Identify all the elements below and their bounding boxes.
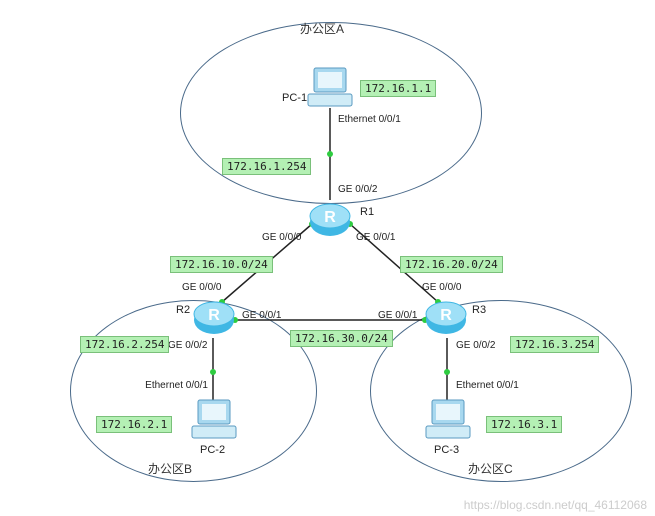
r2-label: R2 <box>176 304 190 316</box>
net-r2r3: 172.16.30.0/24 <box>290 330 393 347</box>
pc1-label: PC-1 <box>282 92 307 104</box>
pc2-eth: Ethernet 0/0/1 <box>132 380 208 391</box>
r3-icon: R <box>424 296 468 340</box>
svg-text:R: R <box>208 307 220 324</box>
r2-port-top: GE 0/0/0 <box>182 282 221 293</box>
net-r1r2: 172.16.10.0/24 <box>170 256 273 273</box>
r3-gw: 172.16.3.254 <box>510 336 599 353</box>
topology-canvas: 办公区A 办公区B 办公区C PC-1 172.16.1.1 Ethernet … <box>0 0 655 516</box>
svg-text:R: R <box>440 307 452 324</box>
r1-label: R1 <box>360 206 374 218</box>
r3-label: R3 <box>472 304 486 316</box>
pc1-eth: Ethernet 0/0/1 <box>338 114 401 125</box>
pc3-ip: 172.16.3.1 <box>486 416 562 433</box>
watermark: https://blog.csdn.net/qq_46112068 <box>464 498 647 512</box>
r1-port-top: GE 0/0/2 <box>338 184 377 195</box>
region-c-ellipse <box>370 300 632 482</box>
r1-port-right: GE 0/0/1 <box>356 232 395 243</box>
pc2-ip: 172.16.2.1 <box>96 416 172 433</box>
region-c-label: 办公区C <box>468 460 513 477</box>
pc1-icon <box>306 66 354 110</box>
region-a-label: 办公区A <box>300 20 344 37</box>
svg-text:R: R <box>324 209 336 226</box>
pc2-icon <box>190 398 238 442</box>
r1-icon: R <box>308 198 352 242</box>
r2-port-right: GE 0/0/1 <box>242 310 281 321</box>
r2-port-bottom: GE 0/0/2 <box>168 340 207 351</box>
pc3-label: PC-3 <box>434 444 459 456</box>
region-a-ellipse <box>180 22 482 204</box>
r1-gw: 172.16.1.254 <box>222 158 311 175</box>
pc3-eth: Ethernet 0/0/1 <box>456 380 519 391</box>
pc1-ip: 172.16.1.1 <box>360 80 436 97</box>
r3-port-left: GE 0/0/1 <box>378 310 417 321</box>
region-b-label: 办公区B <box>148 460 192 477</box>
r3-port-top: GE 0/0/0 <box>422 282 461 293</box>
r3-port-bottom: GE 0/0/2 <box>456 340 495 351</box>
pc2-label: PC-2 <box>200 444 225 456</box>
r2-icon: R <box>192 296 236 340</box>
net-r1r3: 172.16.20.0/24 <box>400 256 503 273</box>
r1-port-left: GE 0/0/0 <box>262 232 301 243</box>
r2-gw: 172.16.2.254 <box>80 336 169 353</box>
pc3-icon <box>424 398 472 442</box>
